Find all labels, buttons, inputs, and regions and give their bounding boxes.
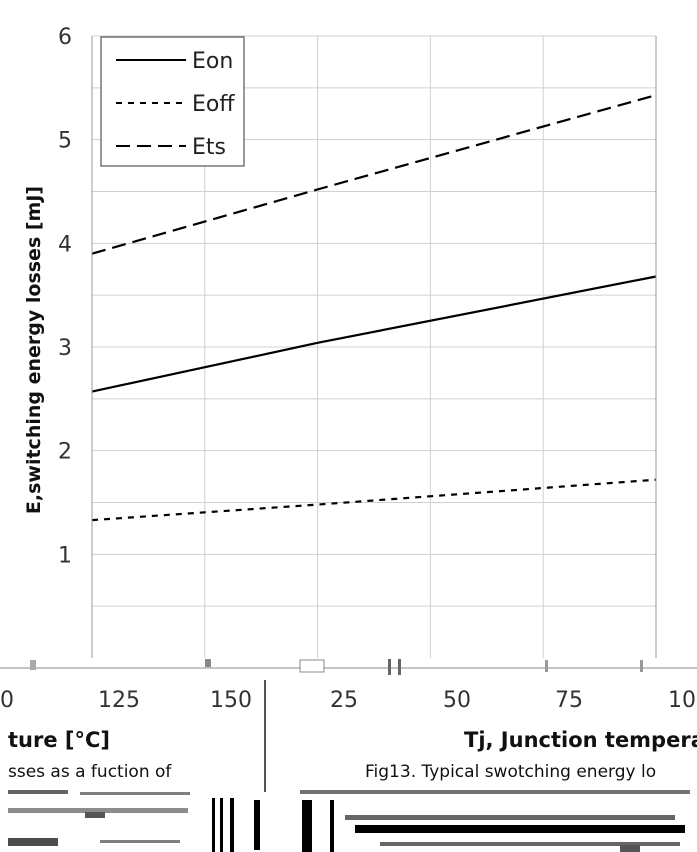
y-tick-label: 5: [58, 129, 72, 154]
switching-energy-chart: 1 2 3 4 5 6 Eon Eoff Ets E,switching energy l…: [0, 25, 697, 675]
y-tick-label: 6: [58, 25, 72, 50]
strip-divider: [264, 680, 266, 792]
y-tick-label: 2: [58, 440, 72, 465]
legend-label-eon: Eon: [192, 49, 233, 74]
y-tick-labels: 1 2 3 4 5 6: [58, 25, 72, 568]
series-line-eoff: [91, 478, 657, 522]
legend-label-eoff: Eoff: [192, 92, 235, 117]
y-tick-label: 3: [58, 336, 72, 361]
y-axis-title: E,switching energy losses [mJ]: [23, 186, 45, 514]
legend-box: [100, 36, 245, 167]
legend: Eon Eoff Ets: [100, 36, 245, 167]
right-tick-25: 25: [330, 688, 358, 713]
right-figure-caption: Fig13. Typical swotching energy lo: [365, 762, 657, 782]
left-x-axis-title: ture [°C]: [8, 728, 111, 752]
y-tick-label: 1: [58, 543, 72, 568]
left-tick-0: 0: [0, 688, 14, 713]
series-line-ets: [91, 94, 657, 255]
series-line-eon: [91, 275, 657, 393]
y-tick-label: 4: [58, 232, 72, 257]
left-tick-125: 125: [98, 688, 140, 713]
right-tick-50: 50: [443, 688, 471, 713]
overlap-strip-top: [0, 659, 697, 675]
left-figure-caption: sses as a fuction of: [8, 762, 172, 782]
left-tick-150: 150: [210, 688, 252, 713]
right-tick-75: 75: [555, 688, 583, 713]
right-tick-100: 10: [668, 688, 696, 713]
legend-label-ets: Ets: [192, 135, 226, 160]
series-lines: [91, 94, 657, 522]
gridlines: [92, 35, 656, 658]
right-x-axis-title: Tj, Junction temperat: [464, 728, 697, 752]
